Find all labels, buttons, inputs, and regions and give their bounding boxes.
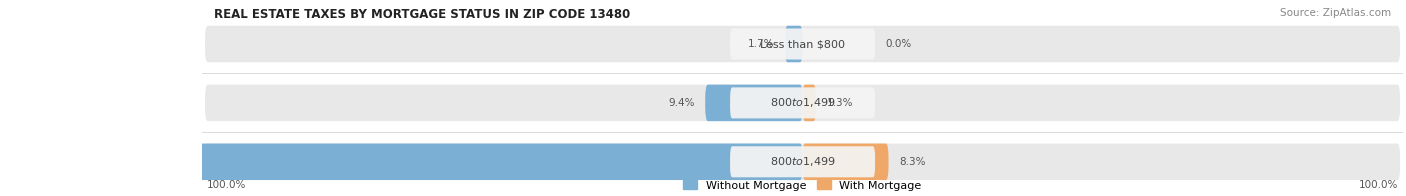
Text: 1.7%: 1.7% [748,39,775,49]
FancyBboxPatch shape [803,85,815,121]
Text: $800 to $1,499: $800 to $1,499 [770,96,835,109]
Text: 9.4%: 9.4% [668,98,695,108]
FancyBboxPatch shape [205,85,1400,121]
Legend: Without Mortgage, With Mortgage: Without Mortgage, With Mortgage [679,176,927,195]
FancyBboxPatch shape [730,28,875,60]
Text: 81.2%: 81.2% [0,157,18,167]
Text: 8.3%: 8.3% [898,157,925,167]
FancyBboxPatch shape [785,26,803,62]
FancyBboxPatch shape [706,85,803,121]
FancyBboxPatch shape [803,143,889,180]
Text: 1.3%: 1.3% [827,98,853,108]
FancyBboxPatch shape [205,143,1400,180]
Text: 100.0%: 100.0% [1358,180,1398,190]
Text: Less than $800: Less than $800 [761,39,845,49]
Text: Source: ZipAtlas.com: Source: ZipAtlas.com [1279,8,1391,18]
FancyBboxPatch shape [730,146,875,177]
Text: 100.0%: 100.0% [207,180,246,190]
Text: REAL ESTATE TAXES BY MORTGAGE STATUS IN ZIP CODE 13480: REAL ESTATE TAXES BY MORTGAGE STATUS IN … [214,8,630,21]
FancyBboxPatch shape [205,26,1400,62]
Text: 0.0%: 0.0% [886,39,911,49]
FancyBboxPatch shape [0,143,803,180]
Text: $800 to $1,499: $800 to $1,499 [770,155,835,168]
FancyBboxPatch shape [730,87,875,118]
